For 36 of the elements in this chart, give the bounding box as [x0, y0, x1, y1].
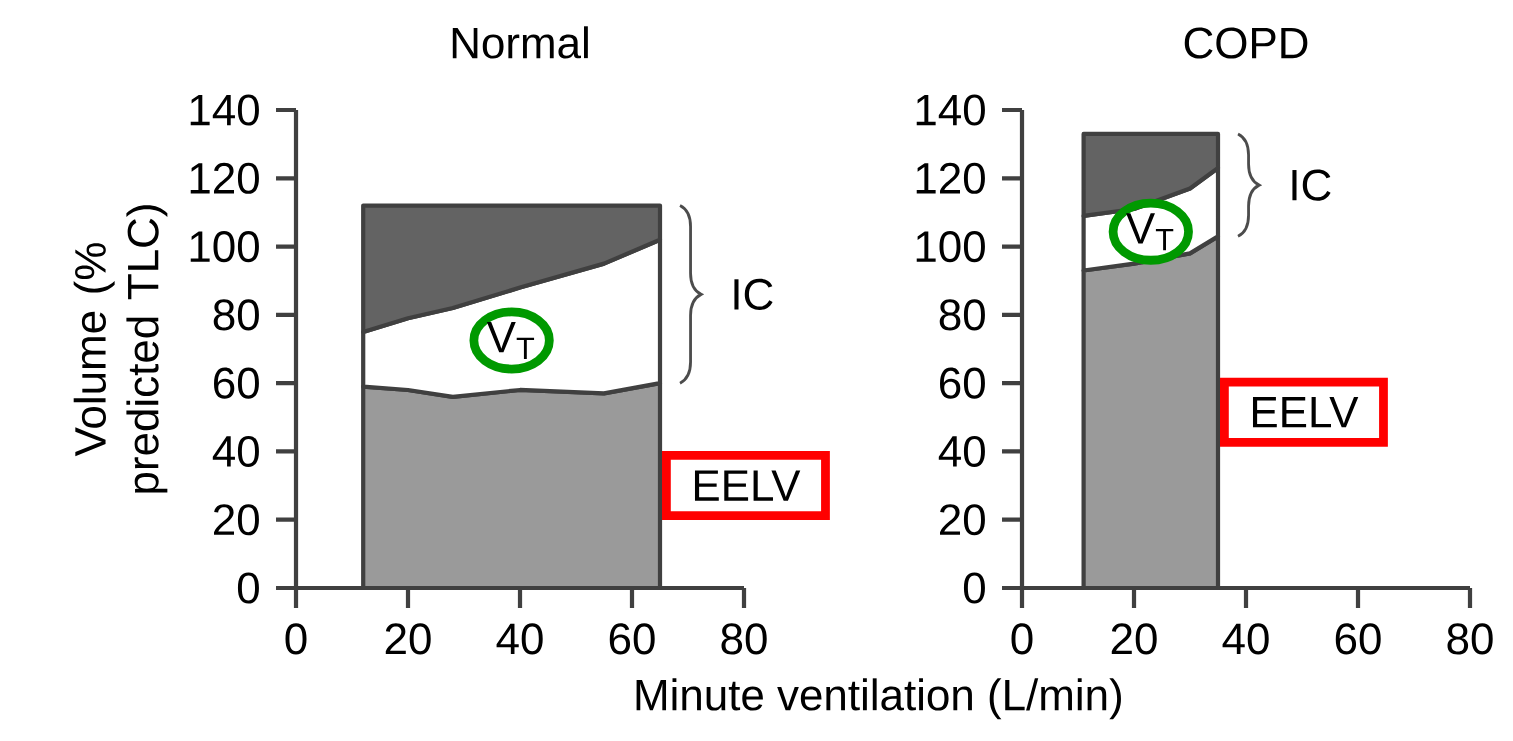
- y-tick-label: 80: [213, 299, 259, 331]
- chart-title: Normal: [452, 26, 588, 59]
- annotation: IC: [1292, 169, 1331, 201]
- annotation: EELV: [694, 470, 801, 501]
- y-tick-label: 20: [940, 504, 985, 536]
- x-tick-label: 20: [1111, 623, 1157, 655]
- y-tick-label: 100: [190, 231, 259, 263]
- annotation: V$_{T}$: [486, 322, 535, 359]
- y-tick-label: 20: [214, 504, 259, 536]
- x-tick-label: 80: [721, 623, 767, 655]
- x-tick-label: 40: [1222, 623, 1269, 655]
- y-tick-label: 80: [939, 299, 985, 331]
- y-tick-label: 60: [940, 367, 985, 399]
- x-tick-label: 0: [1011, 623, 1033, 655]
- annotation: EELV: [1252, 397, 1359, 428]
- x-tick-label: 0: [285, 623, 307, 655]
- annotation: IC: [734, 278, 773, 310]
- y-tick-label: 140: [916, 94, 985, 126]
- y-tick-label: 140: [190, 94, 259, 126]
- y-tick-label: 0: [963, 572, 985, 604]
- y-tick-label: 0: [237, 572, 259, 604]
- y-axis-title: Volume (% predicted TLC): [73, 205, 168, 493]
- y-tick-label: 120: [190, 162, 259, 194]
- y-tick-label: 60: [214, 367, 259, 399]
- x-tick-label: 60: [609, 623, 655, 655]
- x-tick-label: 60: [1335, 623, 1381, 655]
- x-tick-label: 20: [385, 623, 431, 655]
- y-tick-label: 40: [938, 435, 985, 467]
- y-tick-label: 100: [916, 231, 985, 263]
- x-tick-label: 40: [496, 623, 543, 655]
- annotation: V$_{T}$: [1126, 213, 1174, 251]
- y-tick-label: 120: [916, 162, 985, 194]
- x-axis-title: Minute ventilation (L/min): [636, 678, 1121, 720]
- chart-title: COPD: [1184, 27, 1308, 59]
- y-tick-label: 40: [212, 435, 259, 467]
- x-tick-label: 80: [1447, 623, 1493, 655]
